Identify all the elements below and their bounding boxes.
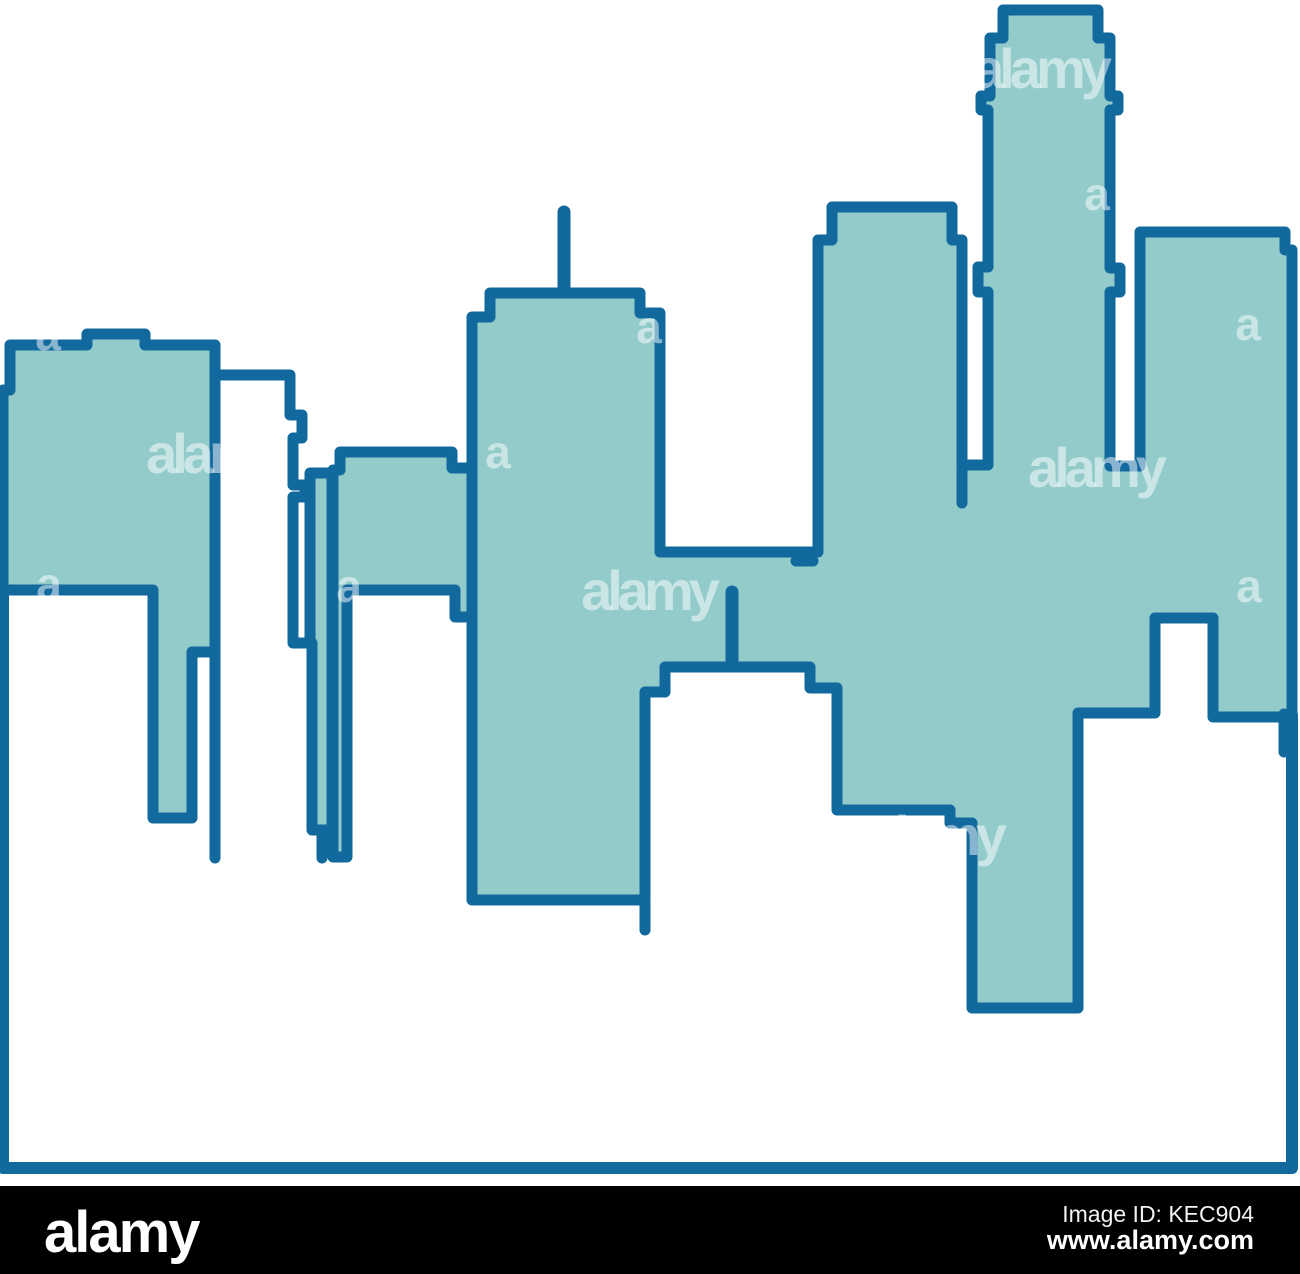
watermark-layer: alamy alamy alamy alamy alamy alamy a a … <box>11 37 1264 872</box>
watermark-mark: a <box>636 301 662 353</box>
watermark-mark: a <box>35 308 61 360</box>
watermark-mark: a <box>1235 298 1261 350</box>
watermark-text: alamy <box>868 804 1007 867</box>
tower-white-outline <box>209 369 328 864</box>
watermark-mark: a <box>1236 560 1262 612</box>
watermark-mark: a <box>1084 168 1110 220</box>
skyline-illustration <box>0 4 1298 1174</box>
watermark-mark: a <box>336 560 362 612</box>
building-left <box>0 328 221 824</box>
website-text: www.alamy.com <box>1046 1225 1254 1255</box>
footer-bar-background <box>0 1186 1300 1274</box>
watermark-text: alamy <box>581 559 720 622</box>
ground-baseline <box>0 582 1298 1174</box>
watermark-text: alamy <box>11 809 150 872</box>
watermark-mark: a <box>36 558 62 610</box>
image-id-text: Image ID: KEC904 <box>1062 1201 1254 1227</box>
watermark-text: alamy <box>973 37 1112 100</box>
footer-bar: alamy Image ID: KEC904 www.alamy.com <box>0 1186 1300 1274</box>
building-cluster-right <box>466 4 1298 1014</box>
alamy-logo: alamy <box>44 1200 200 1265</box>
watermark-text: alamy <box>146 422 285 485</box>
watermark-mark: a <box>485 426 511 478</box>
watermark-text: alamy <box>1028 436 1167 499</box>
